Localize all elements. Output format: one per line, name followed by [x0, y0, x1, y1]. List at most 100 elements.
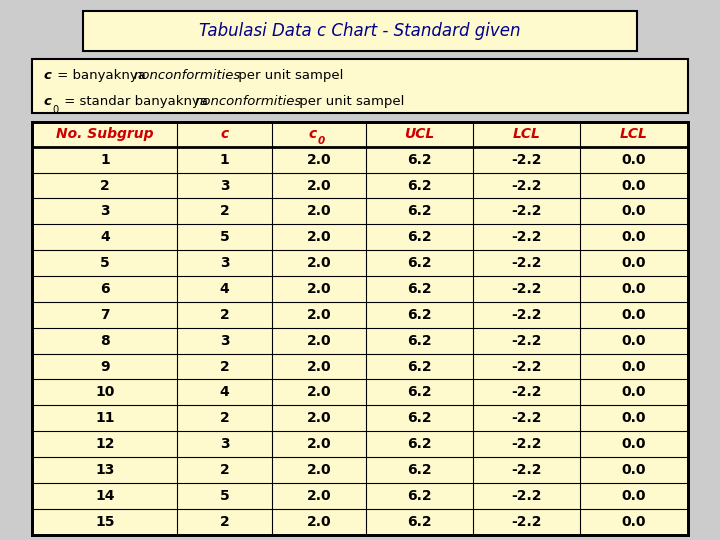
FancyBboxPatch shape — [32, 457, 688, 483]
Text: 3: 3 — [220, 437, 229, 451]
Text: 6.2: 6.2 — [407, 437, 432, 451]
FancyBboxPatch shape — [32, 354, 688, 380]
Text: -2.2: -2.2 — [511, 515, 542, 529]
Text: 0.0: 0.0 — [621, 153, 647, 167]
Text: 2.0: 2.0 — [307, 230, 331, 244]
FancyBboxPatch shape — [32, 509, 688, 535]
Text: 0.0: 0.0 — [621, 179, 647, 193]
FancyBboxPatch shape — [32, 122, 688, 147]
Text: 6.2: 6.2 — [407, 153, 432, 167]
Text: 3: 3 — [220, 334, 229, 348]
Text: 7: 7 — [100, 308, 109, 322]
Text: -2.2: -2.2 — [511, 437, 542, 451]
Text: 0.0: 0.0 — [621, 463, 647, 477]
Text: 2.0: 2.0 — [307, 308, 331, 322]
Text: 2.0: 2.0 — [307, 334, 331, 348]
Text: -2.2: -2.2 — [511, 308, 542, 322]
Text: 0.0: 0.0 — [621, 230, 647, 244]
FancyBboxPatch shape — [32, 173, 688, 199]
Text: 2: 2 — [220, 205, 230, 218]
Text: 0.0: 0.0 — [621, 386, 647, 400]
FancyBboxPatch shape — [32, 431, 688, 457]
Text: 6.2: 6.2 — [407, 308, 432, 322]
FancyBboxPatch shape — [32, 302, 688, 328]
Text: 6.2: 6.2 — [407, 256, 432, 270]
Text: = standar banyaknya: = standar banyaknya — [60, 95, 212, 108]
Text: 9: 9 — [100, 360, 109, 374]
Text: = banyaknya: = banyaknya — [53, 69, 150, 82]
Text: 2.0: 2.0 — [307, 282, 331, 296]
Text: 2: 2 — [220, 463, 230, 477]
Text: 5: 5 — [220, 230, 230, 244]
FancyBboxPatch shape — [32, 406, 688, 431]
Text: 4: 4 — [220, 282, 230, 296]
Text: -2.2: -2.2 — [511, 153, 542, 167]
Text: 6.2: 6.2 — [407, 463, 432, 477]
Text: 5: 5 — [220, 489, 230, 503]
Text: LCL: LCL — [513, 127, 541, 141]
Text: 2.0: 2.0 — [307, 386, 331, 400]
Text: 6.2: 6.2 — [407, 179, 432, 193]
Text: 6.2: 6.2 — [407, 515, 432, 529]
Text: 2.0: 2.0 — [307, 153, 331, 167]
Text: 5: 5 — [100, 256, 109, 270]
Text: 0.0: 0.0 — [621, 360, 647, 374]
Text: 0.0: 0.0 — [621, 205, 647, 218]
Text: 15: 15 — [95, 515, 114, 529]
Text: nonconformities: nonconformities — [194, 95, 302, 108]
Text: 1: 1 — [220, 153, 230, 167]
Text: 2.0: 2.0 — [307, 179, 331, 193]
Text: -2.2: -2.2 — [511, 205, 542, 218]
Text: 6.2: 6.2 — [407, 489, 432, 503]
Text: 3: 3 — [220, 179, 229, 193]
Text: 0.0: 0.0 — [621, 282, 647, 296]
Text: -2.2: -2.2 — [511, 489, 542, 503]
Text: 6.2: 6.2 — [407, 334, 432, 348]
Text: 0: 0 — [318, 136, 325, 146]
Text: c: c — [43, 95, 51, 108]
Text: -2.2: -2.2 — [511, 334, 542, 348]
FancyBboxPatch shape — [32, 328, 688, 354]
Text: -2.2: -2.2 — [511, 282, 542, 296]
FancyBboxPatch shape — [32, 224, 688, 250]
Text: 3: 3 — [220, 256, 229, 270]
Text: c: c — [220, 127, 228, 141]
Text: 6.2: 6.2 — [407, 230, 432, 244]
Text: 2.0: 2.0 — [307, 489, 331, 503]
Text: 6.2: 6.2 — [407, 360, 432, 374]
Text: 6.2: 6.2 — [407, 282, 432, 296]
Text: nonconformities: nonconformities — [133, 69, 240, 82]
FancyBboxPatch shape — [32, 380, 688, 406]
Text: 0.0: 0.0 — [621, 334, 647, 348]
Text: per unit sampel: per unit sampel — [234, 69, 343, 82]
Text: -2.2: -2.2 — [511, 360, 542, 374]
Text: 0.0: 0.0 — [621, 489, 647, 503]
Text: 0.0: 0.0 — [621, 437, 647, 451]
Text: 10: 10 — [95, 386, 114, 400]
Text: per unit sampel: per unit sampel — [295, 95, 405, 108]
FancyBboxPatch shape — [32, 147, 688, 173]
Text: -2.2: -2.2 — [511, 463, 542, 477]
Text: 13: 13 — [95, 463, 114, 477]
Text: 8: 8 — [100, 334, 109, 348]
FancyBboxPatch shape — [32, 483, 688, 509]
FancyBboxPatch shape — [32, 59, 688, 113]
Text: 0.0: 0.0 — [621, 256, 647, 270]
Text: 6.2: 6.2 — [407, 411, 432, 425]
Text: 4: 4 — [100, 230, 109, 244]
Text: -2.2: -2.2 — [511, 256, 542, 270]
Text: -2.2: -2.2 — [511, 386, 542, 400]
Text: 2.0: 2.0 — [307, 437, 331, 451]
FancyBboxPatch shape — [32, 250, 688, 276]
Text: No. Subgrup: No. Subgrup — [56, 127, 153, 141]
Text: 2.0: 2.0 — [307, 205, 331, 218]
Text: 2: 2 — [100, 179, 109, 193]
Text: -2.2: -2.2 — [511, 179, 542, 193]
Text: c: c — [43, 69, 51, 82]
Text: 14: 14 — [95, 489, 114, 503]
Text: 2.0: 2.0 — [307, 515, 331, 529]
Text: c: c — [308, 127, 317, 141]
FancyBboxPatch shape — [83, 11, 637, 51]
Text: 2: 2 — [220, 515, 230, 529]
Text: 2: 2 — [220, 308, 230, 322]
